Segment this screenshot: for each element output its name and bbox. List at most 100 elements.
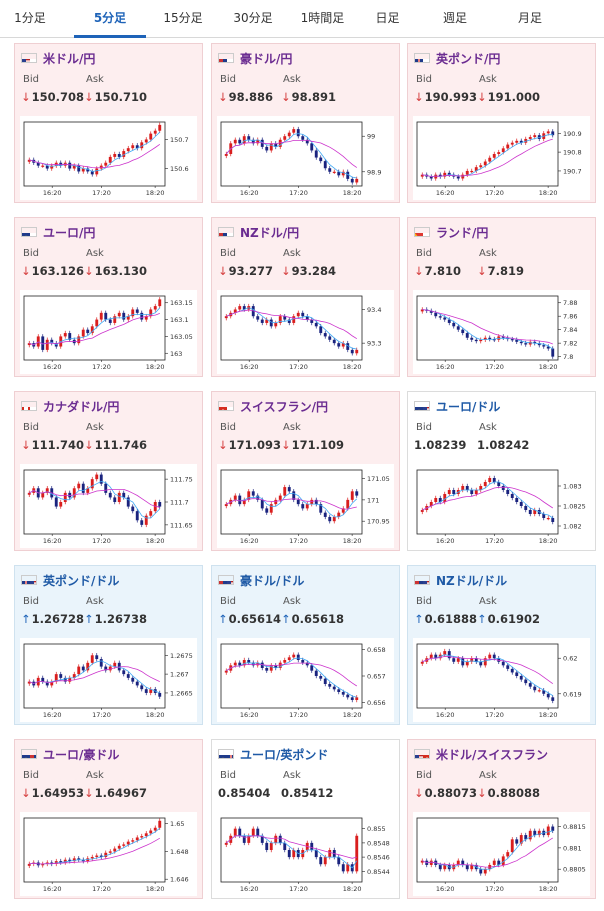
x-tick-label: 16:20 [240,711,259,719]
pair-header[interactable]: 英ポンド/円 [414,50,500,66]
candlestick-chart[interactable]: 163.15 163.1 163.05 163 16:20 17:20 18:20 [20,290,197,374]
candle [346,497,350,511]
pair-header[interactable]: NZドル/ドル [414,572,507,588]
pair-name[interactable]: ユーロ/ドル [436,399,501,414]
candlestick-chart[interactable]: 1.083 1.0825 1.082 16:20 17:20 18:20 [413,464,590,548]
pair-header[interactable]: 豪ドル/円 [218,50,292,66]
rate-card[interactable]: ユーロ/豪ドル Bid Ask ↓1.64953 ↓1.64967 1.65 1.648 1.… [14,739,203,899]
candlestick-chart[interactable]: 99 98.9 16:20 17:20 18:20 [217,116,394,200]
candlestick-chart[interactable]: 1.65 1.648 1.646 16:20 17:20 18:20 [20,812,197,896]
candle-body [515,140,519,143]
rate-card[interactable]: カナダドル/円 Bid Ask ↓111.740 ↓111.746 111.75 111.7… [14,391,203,551]
candlestick-chart[interactable]: 0.8815 0.881 0.8805 16:20 17:20 18:20 [413,812,590,896]
candle-body [59,861,63,863]
tab-6[interactable]: 週足 [442,11,467,25]
pair-name[interactable]: ユーロ/豪ドル [43,747,120,762]
candle [41,163,45,168]
pair-header[interactable]: ランド/円 [414,224,488,240]
pair-name[interactable]: カナダドル/円 [43,399,120,414]
candlestick-chart[interactable]: 93.4 93.3 16:20 17:20 18:20 [217,290,394,374]
pair-header[interactable]: 英ポンド/ドル [21,572,119,588]
pair-header[interactable]: ユーロ/英ポンド [218,746,328,762]
candle-body [420,661,424,664]
rate-card[interactable]: 豪ドル/ドル Bid Ask ↑0.65614 ↑0.65618 0.658 0.657 0.… [211,565,400,725]
rate-card[interactable]: スイスフラン/円 Bid Ask ↓171.093 ↓171.109 171.05 171 1… [211,391,400,551]
candle-body [153,306,157,310]
rate-card[interactable]: NZドル/ドル Bid Ask ↑0.61888 ↑0.61902 0.62 0.619 16… [407,565,596,725]
candle-body [350,491,354,500]
pair-name[interactable]: ユーロ/円 [43,225,96,240]
candle [90,169,94,177]
tab-2[interactable]: 15分足 [163,11,203,25]
pair-name[interactable]: ランド/円 [436,225,489,240]
candlestick-chart[interactable]: 0.658 0.657 0.656 16:20 17:20 18:20 [217,638,394,722]
pair-header[interactable]: カナダドル/円 [21,398,119,414]
rate-card[interactable]: ランド/円 Bid Ask ↓7.810 ↓7.819 7.88 7.86 7.84 7.82 7… [407,217,596,377]
candle [323,676,327,687]
candle [269,501,273,515]
rate-card[interactable]: NZドル/円 Bid Ask ↓93.277 ↓93.284 93.4 93.3 16:20 1… [211,217,400,377]
candle [63,330,67,339]
pair-header[interactable]: ユーロ/豪ドル [21,746,119,762]
candlestick-chart[interactable]: 1.2675 1.267 1.2665 16:20 17:20 18:20 [20,638,197,722]
rate-card[interactable]: 英ポンド/円 Bid Ask ↓190.993 ↓191.000 190.9 190.8 19… [407,43,596,203]
pair-name[interactable]: 豪ドル/円 [240,51,293,66]
candle-body [443,172,447,177]
pair-name[interactable]: 英ポンド/ドル [43,573,120,588]
candle [77,664,81,677]
candle-body [488,654,492,659]
pair-name[interactable]: 米ドル/円 [43,51,96,66]
pair-name[interactable]: 英ポンド/円 [436,51,501,66]
candlestick-chart[interactable]: 0.855 0.8548 0.8546 0.8544 16:20 17:20 18:20 [217,812,394,896]
pair-header[interactable]: NZドル/円 [218,224,299,240]
candle [122,310,126,322]
pair-header[interactable]: スイスフラン/円 [218,398,328,414]
rate-card[interactable]: ユーロ/円 Bid Ask ↓163.126 ↓163.130 163.15 163.1 16… [14,217,203,377]
rate-card[interactable]: ユーロ/ドル Bid Ask 1.08239 1.08242 1.083 1.0825 1.0… [407,391,596,551]
candle-body [45,488,49,493]
pair-name[interactable]: ユーロ/英ポンド [240,747,329,762]
candle-body [479,486,483,490]
candlestick-chart[interactable]: 190.9 190.8 190.7 16:20 17:20 18:20 [413,116,590,200]
tab-1[interactable]: 5分足 [74,0,146,38]
candle-body [292,129,296,133]
candlestick-chart[interactable]: 0.62 0.619 16:20 17:20 18:20 [413,638,590,722]
tab-5[interactable]: 日足 [375,11,400,25]
pair-name[interactable]: 豪ドル/ドル [240,573,305,588]
candlestick-chart[interactable]: 171.05 171 170.95 16:20 17:20 18:20 [217,464,394,548]
candle-body [537,830,541,836]
pair-header[interactable]: ユーロ/円 [21,224,95,240]
pair-name[interactable]: スイスフラン/円 [240,399,329,414]
candle [420,659,424,666]
tab-7[interactable]: 月足 [517,11,542,25]
pair-header[interactable]: ユーロ/ドル [414,398,500,414]
rate-card[interactable]: ユーロ/英ポンド Bid Ask 0.85404 0.85412 0.855 0.8548 0… [211,739,400,899]
rate-card[interactable]: 米ドル/スイスフラン Bid Ask ↓0.88073 ↓0.88088 0.8815 0.… [407,739,596,899]
pair-header[interactable]: 豪ドル/ドル [218,572,304,588]
pair-header[interactable]: 米ドル/円 [21,50,95,66]
bid-value: ↓98.886 [218,90,273,104]
pair-name[interactable]: 米ドル/スイスフラン [436,747,549,762]
candlestick-chart[interactable]: 111.75 111.7 111.65 16:20 17:20 18:20 [20,464,197,548]
tab-0[interactable]: 1分足 [14,11,46,25]
candle [238,493,242,507]
candle-body [247,660,251,663]
candle [537,687,541,693]
pair-header[interactable]: 米ドル/スイスフラン [414,746,548,762]
candle-body [95,655,99,660]
pair-name[interactable]: NZドル/ドル [436,573,508,588]
candle-body [265,842,269,850]
candlestick-chart[interactable]: 150.7 150.6 16:20 17:20 18:20 [20,116,197,200]
rate-card[interactable]: 豪ドル/円 Bid Ask ↓98.886 ↓98.891 99 98.9 16:20 17:2… [211,43,400,203]
pair-name[interactable]: NZドル/円 [240,225,300,240]
candle-body [510,142,514,145]
candle [341,506,345,515]
candle-body [533,686,537,691]
tab-4[interactable]: 1時間足 [300,11,345,25]
rate-card[interactable]: 米ドル/円 Bid Ask ↓150.708 ↓150.710 150.7 150.6 16:… [14,43,203,203]
candlestick-chart[interactable]: 7.88 7.86 7.84 7.82 7.8 16:20 17:20 18:20 [413,290,590,374]
tab-3[interactable]: 30分足 [233,11,273,25]
candle-body [429,502,433,506]
plot-frame [416,469,559,535]
rate-card[interactable]: 英ポンド/ドル Bid Ask ↑1.26728 ↑1.26738 1.2675 1.267… [14,565,203,725]
